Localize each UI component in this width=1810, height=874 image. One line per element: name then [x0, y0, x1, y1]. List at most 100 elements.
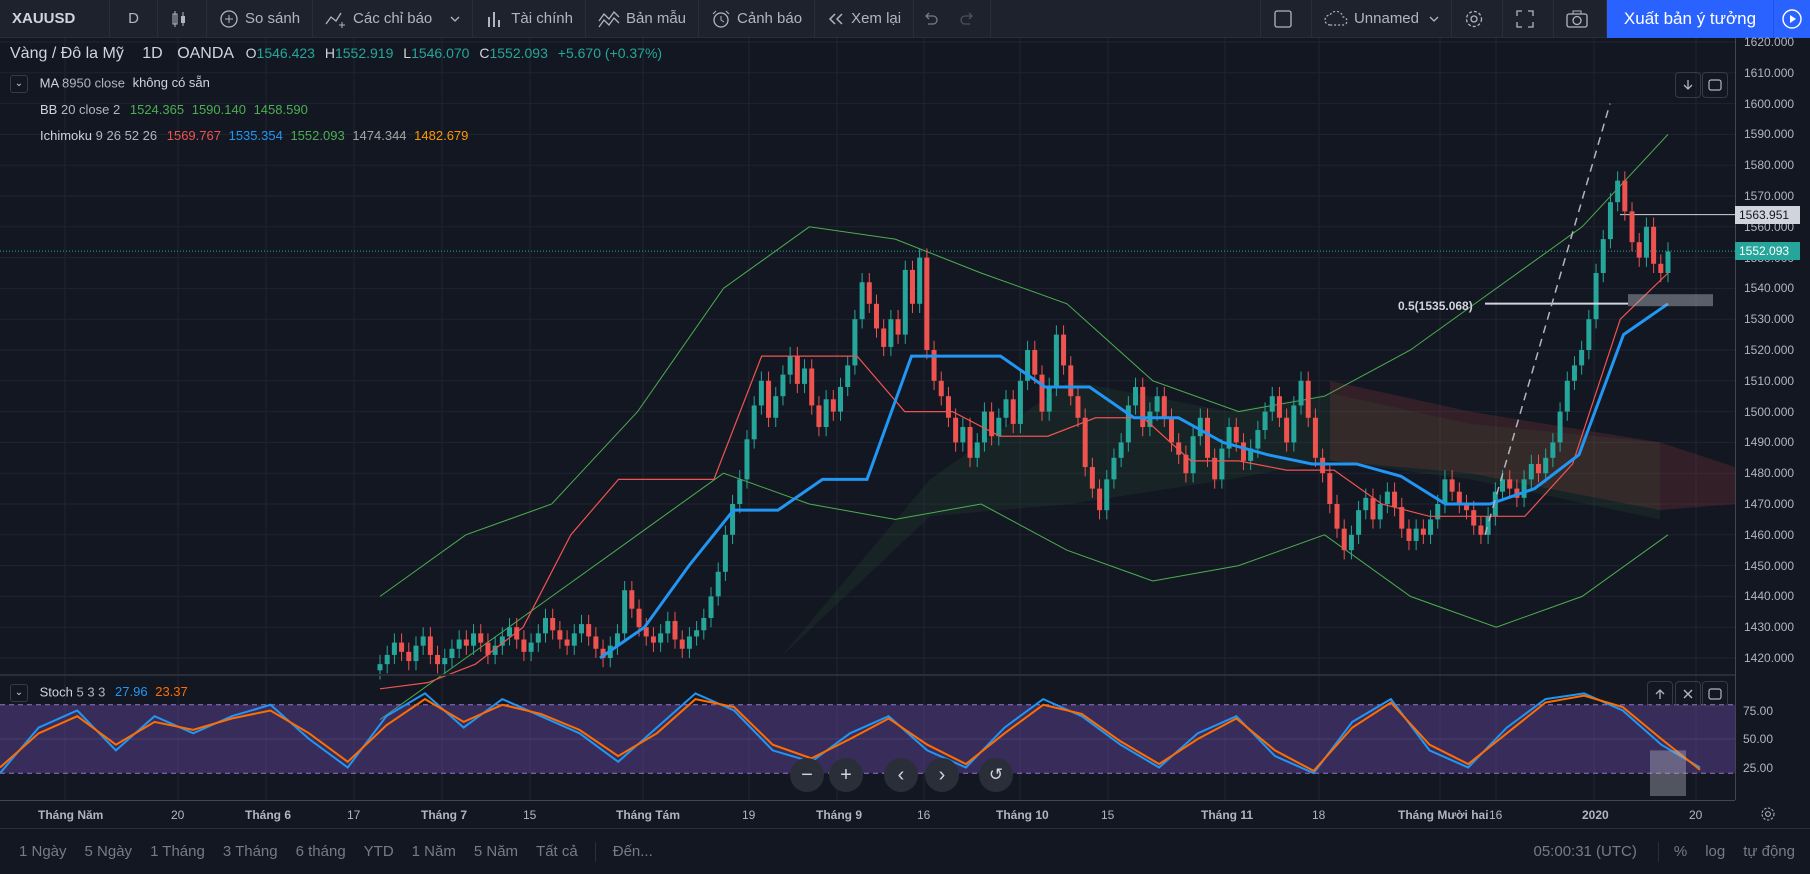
candle-body	[1399, 507, 1405, 529]
redo-button[interactable]	[952, 0, 992, 38]
candle-body	[909, 269, 915, 304]
time-label: 15	[523, 808, 537, 822]
financials-button[interactable]: Tài chính	[473, 0, 586, 38]
remove-stoch-button[interactable]	[1675, 681, 1701, 707]
move-stoch-up-button[interactable]	[1647, 681, 1673, 707]
candle-body	[924, 257, 930, 350]
publish-idea-button[interactable]: Xuất bản ý tưởng	[1607, 0, 1773, 38]
indicators-dropdown[interactable]	[444, 0, 474, 38]
indicator-stoch[interactable]: ⌄ Stoch 5 3 3 27.96 23.37	[10, 684, 188, 702]
time-label: 19	[742, 808, 756, 822]
main-chart[interactable]	[0, 38, 1735, 800]
candle-body	[708, 596, 714, 618]
bb-lower-band	[379, 472, 1669, 721]
pane-separator[interactable]	[0, 674, 1810, 676]
candle-body	[996, 417, 1002, 437]
candle-body	[1169, 417, 1175, 443]
candle-body	[1061, 334, 1067, 366]
undo-button[interactable]	[914, 0, 952, 38]
indicators-button[interactable]: Các chỉ báo	[313, 0, 444, 38]
candle-body	[1564, 380, 1570, 412]
range-button[interactable]: YTD	[363, 843, 394, 860]
scroll-right-button[interactable]: ›	[925, 758, 959, 792]
candle-body	[1413, 528, 1419, 541]
undo-icon	[925, 12, 938, 25]
stoch-scale-label: 25.00	[1743, 760, 1774, 775]
close-icon	[1683, 689, 1693, 699]
collapse-indicators-button[interactable]: ⌄	[10, 75, 28, 93]
price-scale[interactable]: 1620.000 1610.000 1600.000 1590.000 1580.000…	[1735, 35, 1810, 800]
candle-body	[528, 642, 534, 652]
candle-body	[384, 654, 390, 665]
candle-body	[1420, 528, 1426, 535]
candle-body	[1341, 528, 1347, 551]
price-label: 1540.000	[1744, 281, 1795, 296]
candle-body	[1543, 457, 1549, 474]
interval-button[interactable]: D	[110, 0, 158, 38]
rewind-icon	[829, 12, 843, 25]
stoch-scale-label: 75.00	[1743, 703, 1774, 718]
range-button[interactable]: 1 Năm	[411, 843, 456, 860]
zoom-out-button[interactable]: −	[790, 758, 824, 792]
candle-body	[1305, 380, 1311, 418]
fullscreen-button[interactable]	[1503, 0, 1554, 38]
candle-body	[550, 617, 556, 631]
range-button[interactable]: Tất cả	[536, 843, 578, 860]
indicator-ichimoku[interactable]: Ichimoku 9 26 52 26 1569.767 1535.354 15…	[40, 128, 468, 143]
log-scale-toggle[interactable]: log	[1705, 843, 1726, 860]
indicator-ma[interactable]: ⌄ MA 8950 close không có sẵn	[10, 75, 210, 93]
o-label: O	[245, 45, 257, 61]
replay-label: Xem lại	[851, 10, 902, 27]
expand-icon	[1516, 9, 1534, 28]
range-button[interactable]: 5 Năm	[473, 843, 519, 860]
move-pane-down-button[interactable]	[1675, 72, 1701, 98]
axis-settings-button[interactable]	[1760, 806, 1776, 827]
collapse-stoch-button[interactable]: ⌄	[10, 684, 28, 702]
ma-name: MA	[39, 75, 59, 91]
zoom-in-button[interactable]: +	[829, 758, 863, 792]
range-button[interactable]: 1 Ngày	[19, 843, 67, 860]
candle-body	[953, 417, 959, 443]
candle-body	[1219, 448, 1225, 480]
ichimoku-params: 9 26 52 26	[95, 128, 158, 143]
percent-scale-toggle[interactable]: %	[1673, 843, 1688, 860]
time-axis[interactable]: Tháng Năm 20 Tháng 6 17 Tháng 7 15 Tháng Tám 19…	[0, 800, 1735, 828]
reset-chart-button[interactable]: ↺	[979, 758, 1013, 792]
range-button[interactable]: 5 Ngày	[84, 843, 133, 860]
maximize-stoch-button[interactable]	[1702, 681, 1728, 707]
candle-body	[1269, 396, 1275, 412]
candle-body	[1348, 534, 1354, 551]
candle-body	[485, 642, 491, 655]
maximize-pane-button[interactable]	[1702, 72, 1728, 98]
alert-button[interactable]: Cảnh báo	[699, 0, 816, 38]
candle-body	[852, 319, 858, 366]
candle-body	[1312, 417, 1318, 458]
candle-body	[1204, 417, 1210, 458]
scroll-left-button[interactable]: ‹	[884, 758, 918, 792]
indicator-bb[interactable]: BB 20 close 2 1524.365 1590.140 1458.590	[40, 102, 308, 117]
legend-exchange: OANDA	[177, 45, 234, 62]
range-button[interactable]: 1 Tháng	[150, 843, 205, 860]
fullscreen-layout-button[interactable]	[1259, 0, 1312, 38]
utc-clock[interactable]: 05:00:31 (UTC)	[1533, 843, 1637, 860]
range-button[interactable]: 3 Tháng	[222, 843, 278, 860]
chart-type-button[interactable]	[158, 0, 207, 38]
goto-date-button[interactable]: Đến...	[612, 843, 653, 860]
settings-button[interactable]	[1452, 0, 1503, 38]
compare-button[interactable]: So sánh	[207, 0, 314, 38]
templates-button[interactable]: Bản mẫu	[586, 0, 700, 38]
range-button[interactable]: 6 tháng	[295, 843, 346, 860]
candle-body	[1176, 442, 1182, 455]
candle-body	[636, 608, 642, 628]
snapshot-button[interactable]	[1554, 0, 1607, 38]
layout-name-button[interactable]: Unnamed	[1312, 0, 1452, 38]
candle-body	[1284, 417, 1290, 443]
h-label: H	[324, 45, 335, 61]
replay-button[interactable]: Xem lại	[815, 0, 915, 38]
time-label: Tháng Mười hai	[1398, 808, 1489, 822]
fib-level-label[interactable]: 0.5(1535.068)	[1398, 299, 1473, 313]
publish-play-button[interactable]	[1773, 0, 1810, 38]
symbol-search[interactable]: XAUUSD	[0, 0, 110, 38]
auto-scale-toggle[interactable]: tự động	[1743, 843, 1795, 860]
time-label: Tháng 7	[421, 808, 468, 822]
